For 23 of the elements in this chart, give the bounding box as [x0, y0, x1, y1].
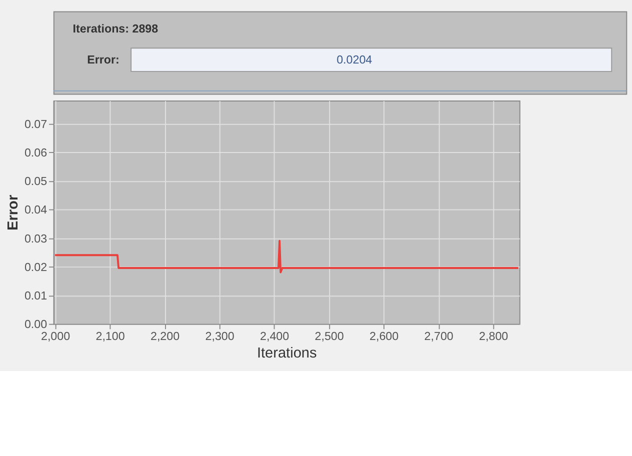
y-tick-label: 0.05 [24, 175, 48, 188]
y-tick-label: 0.04 [24, 204, 48, 217]
x-tick-label: 2,700 [424, 330, 454, 343]
y-tick-label: 0.00 [24, 318, 48, 332]
x-tick-label: 2,500 [314, 330, 344, 343]
text: Iterations: 2898 [72, 22, 159, 36]
text: 0.0204 [336, 54, 373, 67]
x-tick-label: 2,800 [479, 330, 509, 343]
x-tick-label: 2,000 [40, 330, 71, 343]
x-tick-label: 2,400 [260, 330, 290, 343]
x-tick-label: 2,300 [205, 330, 235, 343]
y-tick-label: 0.02 [24, 260, 48, 274]
x-tick-label: 2,200 [150, 330, 180, 343]
y-axis-title: Error [6, 194, 22, 230]
text: Error: [87, 54, 120, 67]
line-series [54, 240, 520, 274]
y-tick-label: 0.07 [24, 118, 48, 131]
y-tick-label: 0.06 [24, 146, 48, 160]
x-axis-title: Iterations [256, 345, 317, 362]
x-tick-label: 2,100 [96, 330, 126, 343]
x-tick-label: 2,600 [370, 330, 400, 343]
y-tick-label: 0.01 [24, 290, 48, 303]
y-tick-label: 0.03 [24, 232, 48, 246]
